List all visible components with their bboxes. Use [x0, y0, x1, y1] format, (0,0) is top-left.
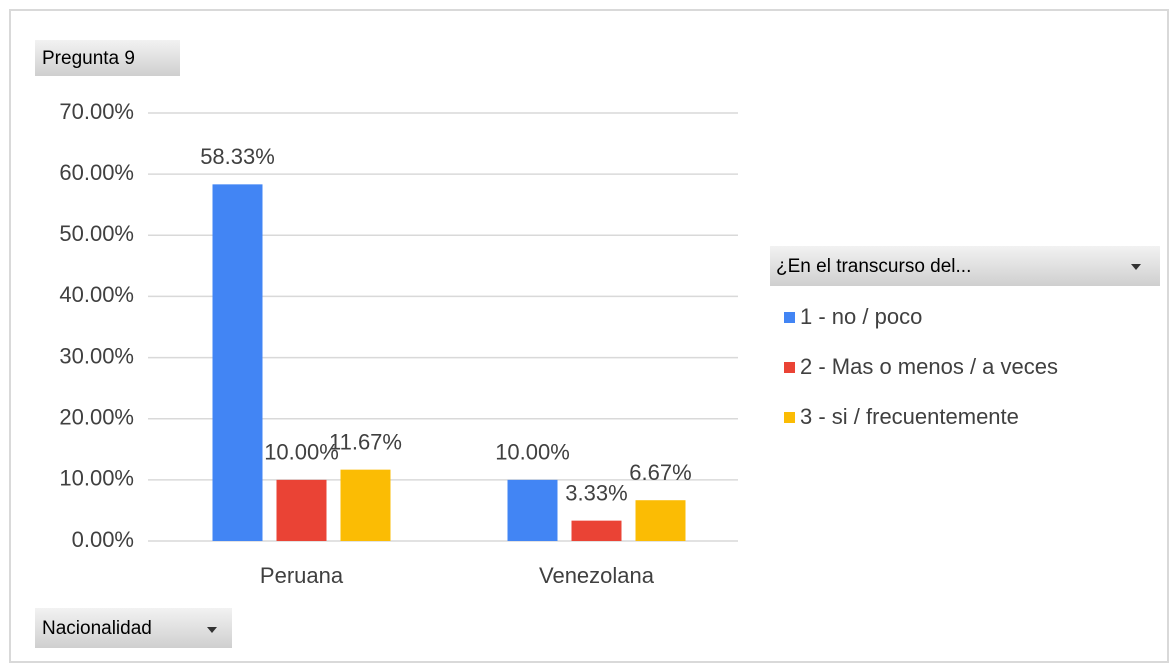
- field-button[interactable]: Pregunta 9: [35, 40, 180, 76]
- legend-title: ¿En el transcurso del...: [776, 256, 971, 277]
- bar: [635, 500, 686, 541]
- data-label: 11.67%: [329, 429, 402, 454]
- button-bg: [35, 40, 180, 76]
- data-label: 6.67%: [629, 460, 691, 485]
- y-tick-label: 60.00%: [59, 160, 134, 185]
- x-tick-label: Venezolana: [539, 563, 655, 588]
- chart-frame: [9, 9, 1169, 663]
- legend-label: 2 - Mas o menos / a veces: [800, 354, 1058, 379]
- y-tick-label: 40.00%: [59, 282, 134, 307]
- legend-header[interactable]: ¿En el transcurso del...: [770, 246, 1160, 286]
- dropdown-arrow: [1131, 264, 1141, 270]
- y-tick-label: 20.00%: [59, 405, 134, 430]
- axis-field-button[interactable]: Nacionalidad: [35, 608, 232, 648]
- y-tick-label: 10.00%: [59, 466, 134, 491]
- y-tick-label: 50.00%: [59, 221, 134, 246]
- legend-swatch: [784, 412, 795, 423]
- button-bg: [35, 608, 232, 648]
- legend-swatch: [784, 362, 795, 373]
- bar: [340, 469, 391, 541]
- bar: [276, 479, 327, 541]
- data-label: 3.33%: [565, 480, 627, 505]
- legend-label: 1 - no / poco: [800, 304, 922, 329]
- y-tick-label: 70.00%: [59, 99, 134, 124]
- y-tick-label: 0.00%: [72, 527, 134, 552]
- legend-swatch: [784, 312, 795, 323]
- data-label: 10.00%: [495, 440, 570, 465]
- x-axis-label: Nacionalidad: [42, 618, 152, 639]
- data-label: 58.33%: [200, 144, 275, 169]
- dropdown-arrow: [207, 627, 217, 633]
- chart-title: Pregunta 9: [42, 48, 135, 69]
- y-tick-label: 30.00%: [59, 343, 134, 368]
- bar: [212, 184, 263, 542]
- data-label: 10.00%: [264, 440, 339, 465]
- legend-label: 3 - si / frecuentemente: [800, 404, 1019, 429]
- bar: [507, 479, 558, 541]
- x-tick-label: Peruana: [260, 563, 344, 588]
- button-bg: [770, 246, 1160, 286]
- bar: [571, 520, 622, 541]
